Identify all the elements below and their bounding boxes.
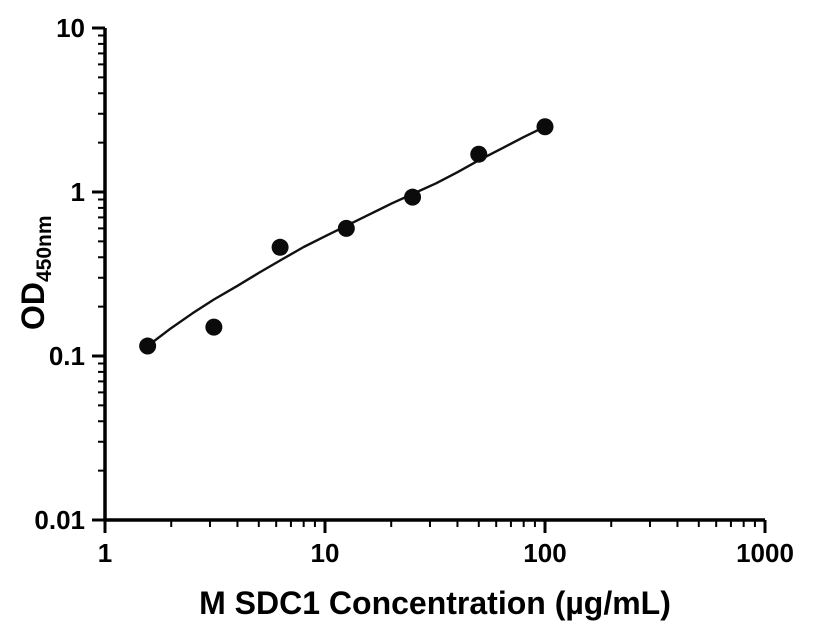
data-point [536, 118, 554, 136]
data-point [404, 188, 422, 206]
y-tick-label: 0.01 [34, 505, 85, 535]
axes [103, 28, 765, 522]
x-tick-label: 10 [311, 538, 340, 568]
x-tick-label: 1000 [736, 538, 794, 568]
data-point [470, 145, 488, 163]
data-point [271, 238, 289, 256]
y-tick-label: 1 [71, 177, 85, 207]
y-tick-label: 0.1 [49, 341, 85, 371]
y-tick-label: 10 [56, 13, 85, 43]
y-axis-title-main: OD [15, 282, 51, 330]
y-axis-title-sub: 450nm [33, 215, 56, 282]
data-point [139, 337, 157, 355]
data-point [337, 219, 355, 237]
data-point [205, 318, 223, 336]
y-axis-title: OD450nm [15, 215, 56, 330]
x-tick-label: 1 [98, 538, 112, 568]
x-axis-title: M SDC1 Concentration (µg/mL) [199, 585, 671, 621]
x-tick-label: 100 [523, 538, 566, 568]
